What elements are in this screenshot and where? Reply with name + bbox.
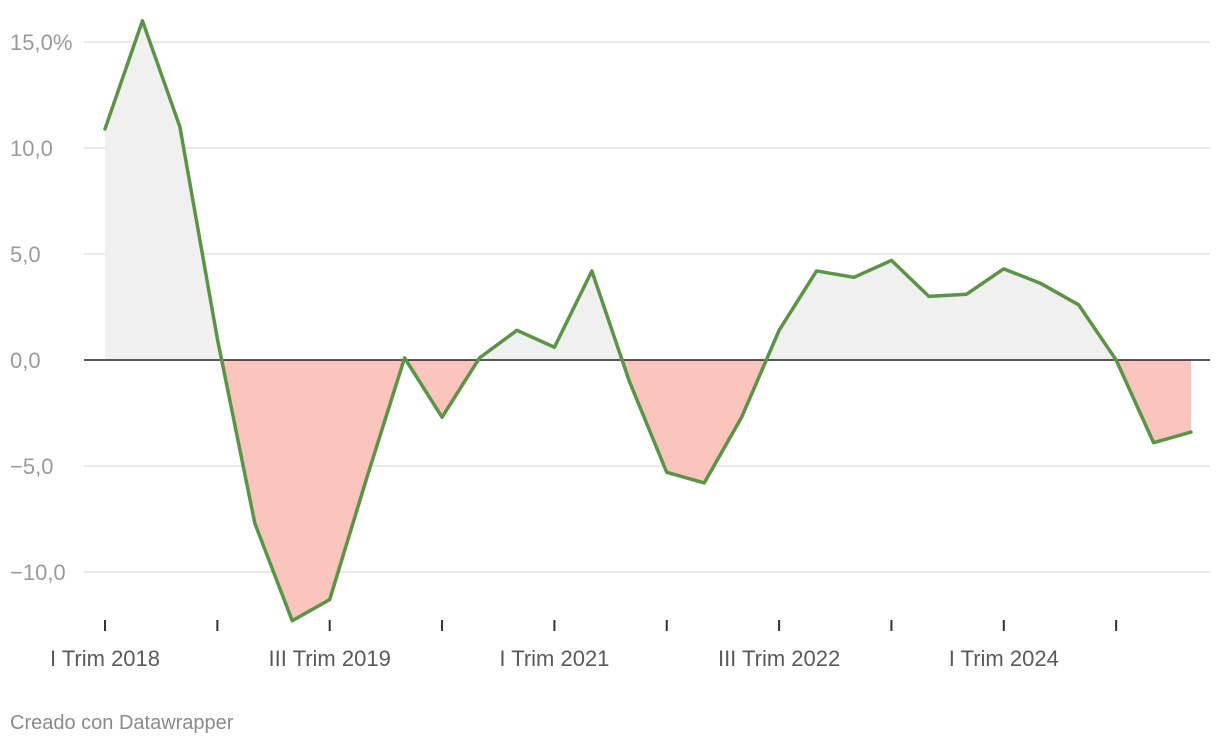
y-axis-labels: 15,0% 10,0 5,0 0,0 −5,0 −10,0	[10, 30, 72, 585]
positive-area	[766, 260, 1117, 360]
x-tick-label: I Trim 2024	[949, 646, 1059, 671]
negative-area	[622, 360, 767, 483]
y-tick-label: 10,0	[10, 136, 53, 161]
x-tick-label: I Trim 2021	[499, 646, 609, 671]
y-tick-label: −5,0	[10, 454, 53, 479]
x-tick-label: III Trim 2019	[269, 646, 391, 671]
positive-area	[478, 270, 623, 360]
series-line	[103, 19, 1193, 623]
y-tick-label: −10,0	[10, 560, 66, 585]
negative-area	[1116, 360, 1192, 443]
x-tick-label: III Trim 2022	[718, 646, 840, 671]
area-fills	[105, 20, 1192, 621]
y-tick-label: 0,0	[10, 348, 41, 373]
negative-area	[405, 360, 479, 418]
y-tick-label: 15,0%	[10, 30, 72, 55]
x-axis-ticks: I Trim 2018 III Trim 2019 I Trim 2021 III T…	[50, 620, 1118, 671]
footer-credit: Creado con Datawrapper	[10, 712, 234, 734]
x-tick-label: I Trim 2018	[50, 646, 160, 671]
y-tick-label: 5,0	[10, 242, 41, 267]
series-line-group	[103, 19, 1193, 623]
positive-area	[105, 20, 222, 361]
